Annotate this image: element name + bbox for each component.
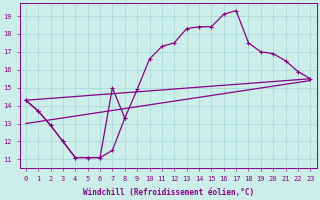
X-axis label: Windchill (Refroidissement éolien,°C): Windchill (Refroidissement éolien,°C) bbox=[83, 188, 254, 197]
